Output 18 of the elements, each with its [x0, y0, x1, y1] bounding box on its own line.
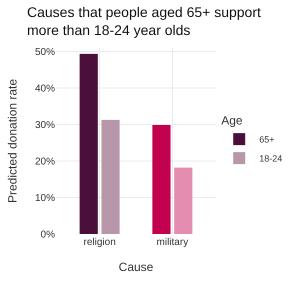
y-tick-label: 40% [34, 84, 56, 95]
y-tick-label: 10% [34, 193, 56, 204]
y-tick-label: 50% [34, 47, 56, 58]
y-tick-label: 0% [40, 230, 56, 240]
legend-label: 65+ [259, 134, 274, 145]
bar [152, 124, 171, 234]
bar [101, 120, 120, 234]
x-axis-title: Cause [118, 260, 154, 274]
legend-label: 18-24 [259, 154, 282, 164]
x-tick-label: religion [84, 237, 116, 248]
bar [80, 54, 98, 234]
bar [174, 168, 192, 234]
legend-title: Age [221, 114, 243, 128]
y-axis-title: Predicted donation rate [5, 78, 20, 204]
y-tick-label: 30% [34, 120, 56, 132]
chart-title: Causes that people aged 65+ support more than 18-24 year olds [27, 4, 262, 38]
y-tick-label: 20% [34, 156, 56, 168]
x-tick-label: military [156, 237, 188, 248]
